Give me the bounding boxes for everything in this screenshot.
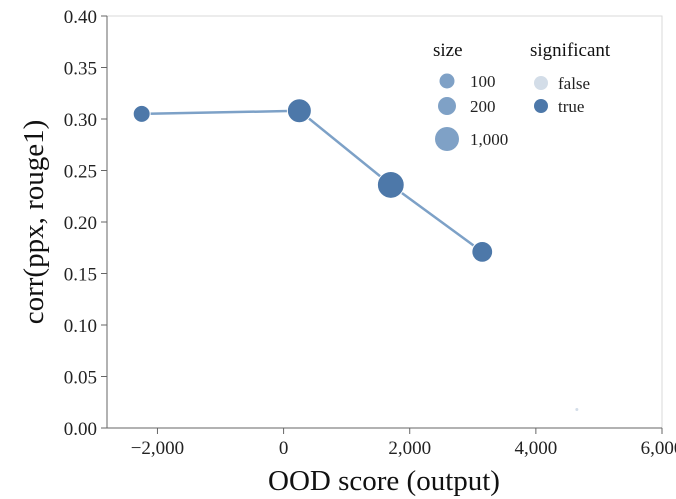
data-point-significant — [132, 104, 151, 123]
y-tick-label: 0.00 — [64, 419, 97, 440]
x-tick-label: −2,000 — [131, 438, 184, 459]
x-tick-label: 2,000 — [388, 438, 431, 459]
data-point-significant — [471, 240, 494, 263]
legend-size-items: 100 200 1,000 — [435, 72, 508, 151]
legend-significant-swatch — [534, 99, 548, 113]
data-points — [132, 98, 579, 411]
legend-size-swatch — [439, 73, 455, 89]
x-tick-label: 0 — [279, 438, 289, 459]
y-tick-label: 0.30 — [64, 110, 97, 131]
significant-series-line — [141, 109, 484, 253]
y-tick-label: 0.25 — [64, 162, 97, 183]
x-tick-label: 6,000 — [641, 438, 676, 459]
y-tick-label: 0.10 — [64, 316, 97, 337]
legend-significant-label: true — [558, 97, 584, 116]
data-point-significant — [286, 98, 312, 124]
data-point-not-significant — [575, 407, 579, 411]
legend-size-label: 1,000 — [470, 130, 508, 149]
legend: size 100 200 1,000 significant false true — [433, 40, 611, 151]
y-tick-label: 0.40 — [64, 7, 97, 28]
legend-size-swatch — [438, 97, 456, 115]
y-tick-label: 0.05 — [64, 368, 97, 389]
y-tick-label: 0.35 — [64, 59, 97, 80]
y-axis-title: corr(ppx, rouge1) — [18, 120, 50, 325]
legend-size-label: 200 — [470, 97, 496, 116]
legend-size-title: size — [433, 40, 463, 61]
x-axis-ticks: −2,000 0 2,000 4,000 6,000 — [131, 428, 676, 459]
x-tick-label: 4,000 — [514, 438, 557, 459]
legend-significant-items: false true — [534, 74, 590, 116]
data-point-significant — [376, 171, 405, 199]
legend-significant-label: false — [558, 74, 590, 93]
legend-significant-title: significant — [530, 40, 611, 61]
y-axis-ticks: 0.00 0.05 0.10 0.15 0.20 0.25 0.30 0.35 0.40 — [64, 7, 107, 440]
x-axis-title: OOD score (output) — [268, 465, 500, 497]
y-tick-label: 0.15 — [64, 265, 97, 286]
y-tick-label: 0.20 — [64, 213, 97, 234]
legend-significant-swatch — [534, 76, 548, 90]
legend-size-swatch — [435, 127, 459, 151]
legend-size-label: 100 — [470, 72, 496, 91]
